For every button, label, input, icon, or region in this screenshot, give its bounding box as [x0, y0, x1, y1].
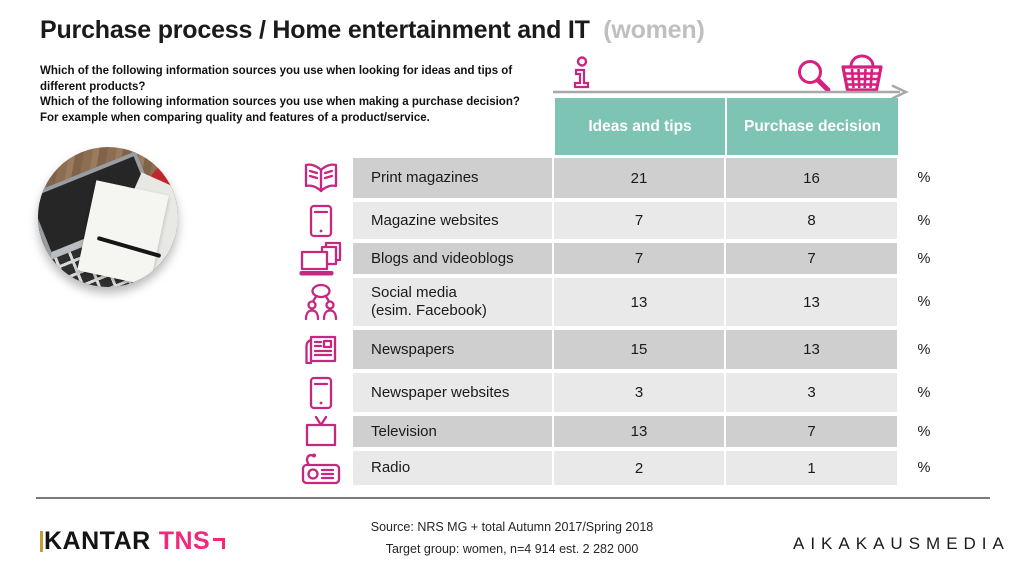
info-icon [571, 55, 593, 98]
table-row: Newspapers 15 13 % [289, 330, 941, 369]
row-label: Blogs and videoblogs [371, 249, 514, 267]
unit-label: % [917, 294, 931, 310]
photo-laptop-notepad [38, 147, 178, 287]
table-row: Print magazines 21 16 % [289, 158, 941, 198]
unit-label: % [917, 460, 931, 476]
ideas-value: 7 [554, 202, 724, 239]
target-group-line: Target group: women, n=4 914 est. 2 282 … [385, 542, 639, 556]
ideas-value: 13 [554, 416, 724, 447]
column-header-ideas: Ideas and tips [555, 98, 725, 155]
row-label: Newspapers [371, 340, 455, 358]
shopping-basket-icon [838, 52, 886, 101]
row-label: Newspaper websites [371, 383, 510, 401]
ideas-value: 21 [554, 158, 724, 198]
unit-label: % [917, 170, 931, 186]
kantar-tns-logo: KANTAR TNS [40, 527, 226, 556]
tns-logo-mark [213, 538, 226, 549]
page-title-gender: (women) [603, 16, 705, 44]
question-line: For example when comparing quality and f… [40, 111, 430, 124]
question-line: Which of the following information sourc… [40, 65, 513, 77]
tablet-icon [289, 202, 353, 239]
laptop-pages-icon [289, 241, 353, 275]
unit-label: % [917, 341, 931, 358]
purchase-value: 7 [726, 243, 897, 274]
unit-label: % [917, 212, 931, 229]
purchase-value: 13 [726, 278, 897, 326]
table-row: Radio 2 1 % [289, 451, 941, 485]
kantar-gold-bar [40, 531, 43, 552]
kantar-logo-text: KANTAR [44, 527, 151, 555]
process-arrow [553, 84, 913, 105]
table-row: Newspaper websites 3 3 % [289, 373, 941, 412]
footer-divider [36, 497, 990, 499]
purchase-value: 16 [726, 158, 897, 198]
search-icon [795, 57, 833, 100]
tv-icon [289, 416, 353, 447]
purchase-value: 3 [726, 373, 897, 412]
row-label-line2: (esim. Facebook) [371, 302, 487, 319]
purchase-value: 8 [726, 202, 897, 239]
ideas-value: 2 [554, 451, 724, 485]
question-line: different products? [40, 80, 146, 93]
data-table: Print magazines 21 16 % Magazine website… [289, 158, 941, 485]
tablet-icon [289, 373, 353, 412]
table-row: Social media (esim. Facebook) 13 13 % [289, 278, 941, 326]
purchase-value: 7 [726, 416, 897, 447]
page-title: Purchase process / Home entertainment an… [40, 16, 705, 45]
purchase-value: 1 [726, 451, 897, 485]
question-line: Which of the following information sourc… [40, 96, 520, 108]
source-note: Source: NRS MG + total Autumn 2017/Sprin… [312, 516, 712, 560]
row-label: Magazine websites [371, 211, 499, 229]
row-label: Print magazines [371, 169, 479, 186]
newspaper-icon [289, 330, 353, 369]
row-label: Radio [371, 459, 411, 476]
aikakausmedia-logo: AIKAKAUSMEDIA [793, 534, 1010, 553]
table-header: Ideas and tips Purchase decision [555, 98, 898, 155]
ideas-value: 13 [554, 278, 724, 326]
table-row: Blogs and videoblogs 7 7 % [289, 241, 941, 275]
table-row: Magazine websites 7 8 % [289, 202, 941, 239]
source-line: Source: NRS MG + total Autumn 2017/Sprin… [370, 520, 654, 534]
ideas-value: 15 [554, 330, 724, 369]
unit-label: % [917, 384, 931, 401]
column-header-purchase: Purchase decision [727, 98, 898, 155]
radio-icon [289, 451, 353, 485]
magazine-icon [289, 158, 353, 198]
row-label: Social media [371, 284, 457, 301]
ideas-value: 3 [554, 373, 724, 412]
row-label: Television [371, 422, 437, 440]
unit-label: % [917, 250, 931, 267]
table-row: Television 13 7 % [289, 416, 941, 447]
page-title-main: Purchase process / Home entertainment an… [40, 16, 590, 44]
ideas-value: 7 [554, 243, 724, 274]
social-people-icon [289, 278, 353, 326]
unit-label: % [917, 423, 931, 440]
purchase-value: 13 [726, 330, 897, 369]
survey-questions: Which of the following information sourc… [40, 64, 520, 126]
tns-logo-text: TNS [158, 527, 211, 555]
